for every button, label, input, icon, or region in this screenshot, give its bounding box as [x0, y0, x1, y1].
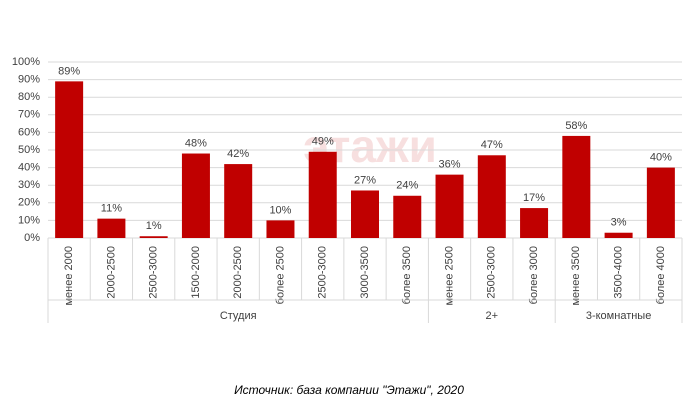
- value-label: 47%: [481, 139, 503, 151]
- x-tick-label: более 4000: [655, 246, 667, 304]
- y-tick-label: 10%: [18, 214, 40, 226]
- x-tick-label: более 2500: [274, 246, 286, 304]
- x-tick-label: менее 2000: [63, 246, 75, 306]
- bar: [646, 167, 675, 238]
- y-tick-label: 0%: [24, 232, 40, 244]
- bar: [181, 153, 210, 238]
- x-tick-label: более 3000: [528, 246, 540, 304]
- y-tick-label: 60%: [18, 126, 40, 138]
- source-caption: Источник: база компании "Этажи", 2020: [234, 383, 464, 397]
- value-label: 58%: [565, 120, 587, 132]
- bar: [435, 174, 464, 238]
- value-label: 89%: [58, 65, 80, 77]
- value-label: 3%: [611, 217, 627, 229]
- bar: [477, 155, 506, 238]
- x-tick-label: 2500-3000: [317, 246, 329, 299]
- bar: [351, 190, 379, 238]
- x-tick-label: менее 2500: [443, 246, 455, 306]
- group-label: Студия: [220, 310, 257, 322]
- x-tick-label: менее 3500: [570, 246, 582, 306]
- bar: [55, 81, 84, 238]
- value-label: 10%: [269, 204, 291, 216]
- y-tick-label: 30%: [18, 179, 40, 191]
- value-label: 11%: [101, 203, 122, 215]
- value-label: 36%: [439, 159, 461, 171]
- y-tick-label: 100%: [12, 56, 40, 68]
- bar: [266, 220, 295, 238]
- bar: [393, 195, 422, 238]
- y-tick-label: 80%: [18, 91, 40, 103]
- y-tick-label: 20%: [18, 197, 40, 209]
- value-label: 42%: [227, 148, 249, 160]
- y-tick-label: 50%: [18, 144, 40, 156]
- x-tick-label: 2000-2500: [232, 246, 244, 299]
- value-label: 40%: [650, 152, 672, 164]
- value-label: 48%: [185, 137, 207, 149]
- y-tick-label: 40%: [18, 162, 40, 174]
- group-label: 2+: [486, 310, 499, 322]
- bar: [139, 236, 168, 238]
- value-label: 24%: [396, 180, 418, 192]
- y-tick-label: 70%: [18, 109, 40, 121]
- x-tick-label: 2500-3000: [486, 246, 498, 299]
- value-label: 49%: [312, 136, 334, 148]
- value-label: 27%: [354, 174, 376, 186]
- bar: [97, 218, 126, 238]
- y-tick-label: 90%: [18, 74, 40, 86]
- bar: [604, 232, 633, 238]
- x-tick-label: более 3500: [401, 246, 413, 304]
- x-tick-label: 2500-3000: [148, 246, 160, 299]
- bar: [224, 164, 253, 238]
- x-tick-label: 2000-2500: [105, 246, 117, 299]
- group-label: 3-комнатные: [586, 310, 651, 322]
- x-tick-label: 3500-4000: [613, 246, 625, 299]
- value-label: 17%: [523, 192, 545, 204]
- bar: [308, 151, 337, 238]
- x-tick-label: 3000-3500: [359, 246, 371, 299]
- bar: [562, 135, 591, 238]
- value-label: 1%: [146, 220, 162, 232]
- x-tick-label: 1500-2000: [190, 246, 202, 299]
- bar: [520, 208, 549, 238]
